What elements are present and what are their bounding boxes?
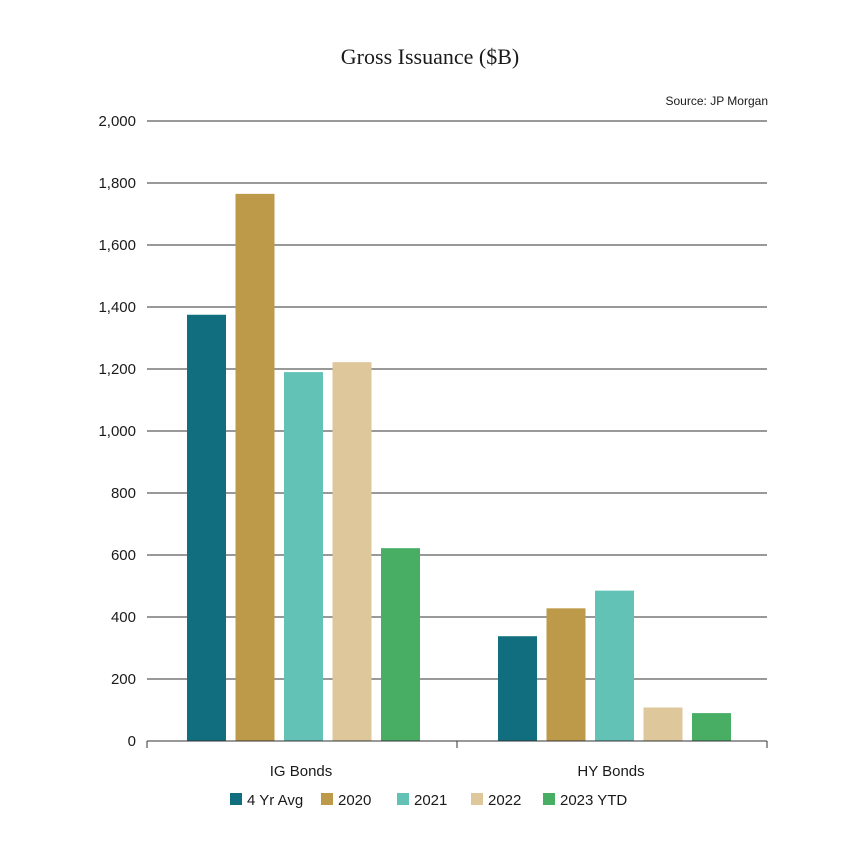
y-axis-ticks: 0 200 400 600 800 1,000 1,200 1,400 1,600 1,800 2,…: [98, 113, 136, 750]
legend-swatch: [471, 793, 483, 805]
legend-label: 4 Yr Avg: [247, 792, 303, 809]
y-tick-label: 600: [111, 547, 136, 564]
bar-2022-hy-bonds: [643, 707, 683, 741]
bar-2023-ytd-hy-bonds: [692, 713, 731, 741]
y-tick-label: 1,200: [98, 361, 136, 378]
bar-2023-ytd-ig-bonds: [381, 548, 420, 741]
x-category-label: HY Bonds: [577, 763, 644, 780]
legend-label: 2023 YTD: [560, 792, 627, 809]
legend-swatch: [543, 793, 555, 805]
legend-swatch: [321, 793, 333, 805]
x-category-label: IG Bonds: [270, 763, 333, 780]
y-tick-label: 200: [111, 671, 136, 688]
y-tick-label: 1,600: [98, 237, 136, 254]
bar-2021-hy-bonds: [595, 590, 634, 741]
y-tick-label: 1,800: [98, 175, 136, 192]
bar-2020-hy-bonds: [546, 608, 586, 741]
y-tick-label: 400: [111, 609, 136, 626]
legend-label: 2021: [414, 792, 447, 809]
x-axis-category-labels: IG Bonds HY Bonds: [270, 763, 645, 780]
chart-title: Gross Issuance ($B): [340, 44, 520, 69]
bar-2022-ig-bonds: [332, 362, 372, 741]
y-tick-label: 1,400: [98, 299, 136, 316]
bars: [187, 193, 731, 742]
y-tick-label: 1,000: [98, 423, 136, 440]
chart-source: Source: JP Morgan: [665, 94, 769, 108]
legend: 4 Yr Avg 2020 2021 2022 2023 YTD: [230, 792, 627, 809]
bar-4-yr-avg-ig-bonds: [187, 314, 226, 741]
x-axis: [146, 740, 768, 748]
legend-label: 2022: [488, 792, 521, 809]
y-tick-label: 2,000: [98, 113, 136, 130]
legend-swatch: [230, 793, 242, 805]
bar-4-yr-avg-hy-bonds: [498, 636, 537, 741]
legend-swatch: [397, 793, 409, 805]
y-tick-label: 0: [128, 733, 136, 750]
bar-2020-ig-bonds: [235, 193, 275, 742]
bar-2021-ig-bonds: [284, 372, 323, 741]
legend-label: 2020: [338, 792, 371, 809]
y-tick-label: 800: [111, 485, 136, 502]
